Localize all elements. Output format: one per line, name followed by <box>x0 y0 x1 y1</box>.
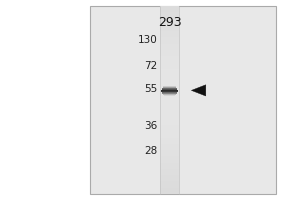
Bar <box>160 25 178 31</box>
Bar <box>161 91 178 92</box>
Bar <box>162 88 177 89</box>
Bar <box>163 87 176 88</box>
Bar <box>160 150 178 156</box>
Bar <box>160 6 178 12</box>
Bar <box>160 100 178 106</box>
Text: 293: 293 <box>158 16 181 29</box>
Text: 55: 55 <box>144 84 158 94</box>
Bar <box>160 12 178 19</box>
Bar <box>160 125 178 131</box>
Text: 36: 36 <box>144 121 158 131</box>
Bar <box>160 37 178 44</box>
Bar <box>160 44 178 50</box>
Bar <box>160 175 178 181</box>
Bar <box>160 188 178 194</box>
Bar <box>160 138 178 144</box>
Bar <box>163 94 176 95</box>
Bar <box>160 144 178 150</box>
Bar <box>162 89 177 90</box>
Bar <box>90 6 276 194</box>
Bar <box>160 119 178 125</box>
Bar <box>160 169 178 175</box>
Bar <box>160 81 178 87</box>
Bar <box>160 75 178 81</box>
Bar <box>160 56 178 62</box>
Bar <box>160 113 178 119</box>
Polygon shape <box>191 85 206 96</box>
Bar <box>163 93 176 94</box>
Bar <box>160 31 178 37</box>
Bar <box>163 86 176 87</box>
Bar <box>164 95 175 96</box>
Bar <box>160 156 178 163</box>
Bar <box>162 92 177 93</box>
Bar <box>160 181 178 188</box>
Bar <box>160 131 178 138</box>
Bar <box>160 87 178 94</box>
Bar <box>160 50 178 56</box>
Bar <box>160 69 178 75</box>
Bar <box>160 62 178 69</box>
Bar <box>161 90 178 91</box>
Bar <box>160 163 178 169</box>
Text: 28: 28 <box>144 146 158 156</box>
Bar <box>160 19 178 25</box>
Bar <box>160 106 178 113</box>
Text: 72: 72 <box>144 61 158 71</box>
Text: 130: 130 <box>138 35 158 45</box>
Bar <box>160 94 178 100</box>
